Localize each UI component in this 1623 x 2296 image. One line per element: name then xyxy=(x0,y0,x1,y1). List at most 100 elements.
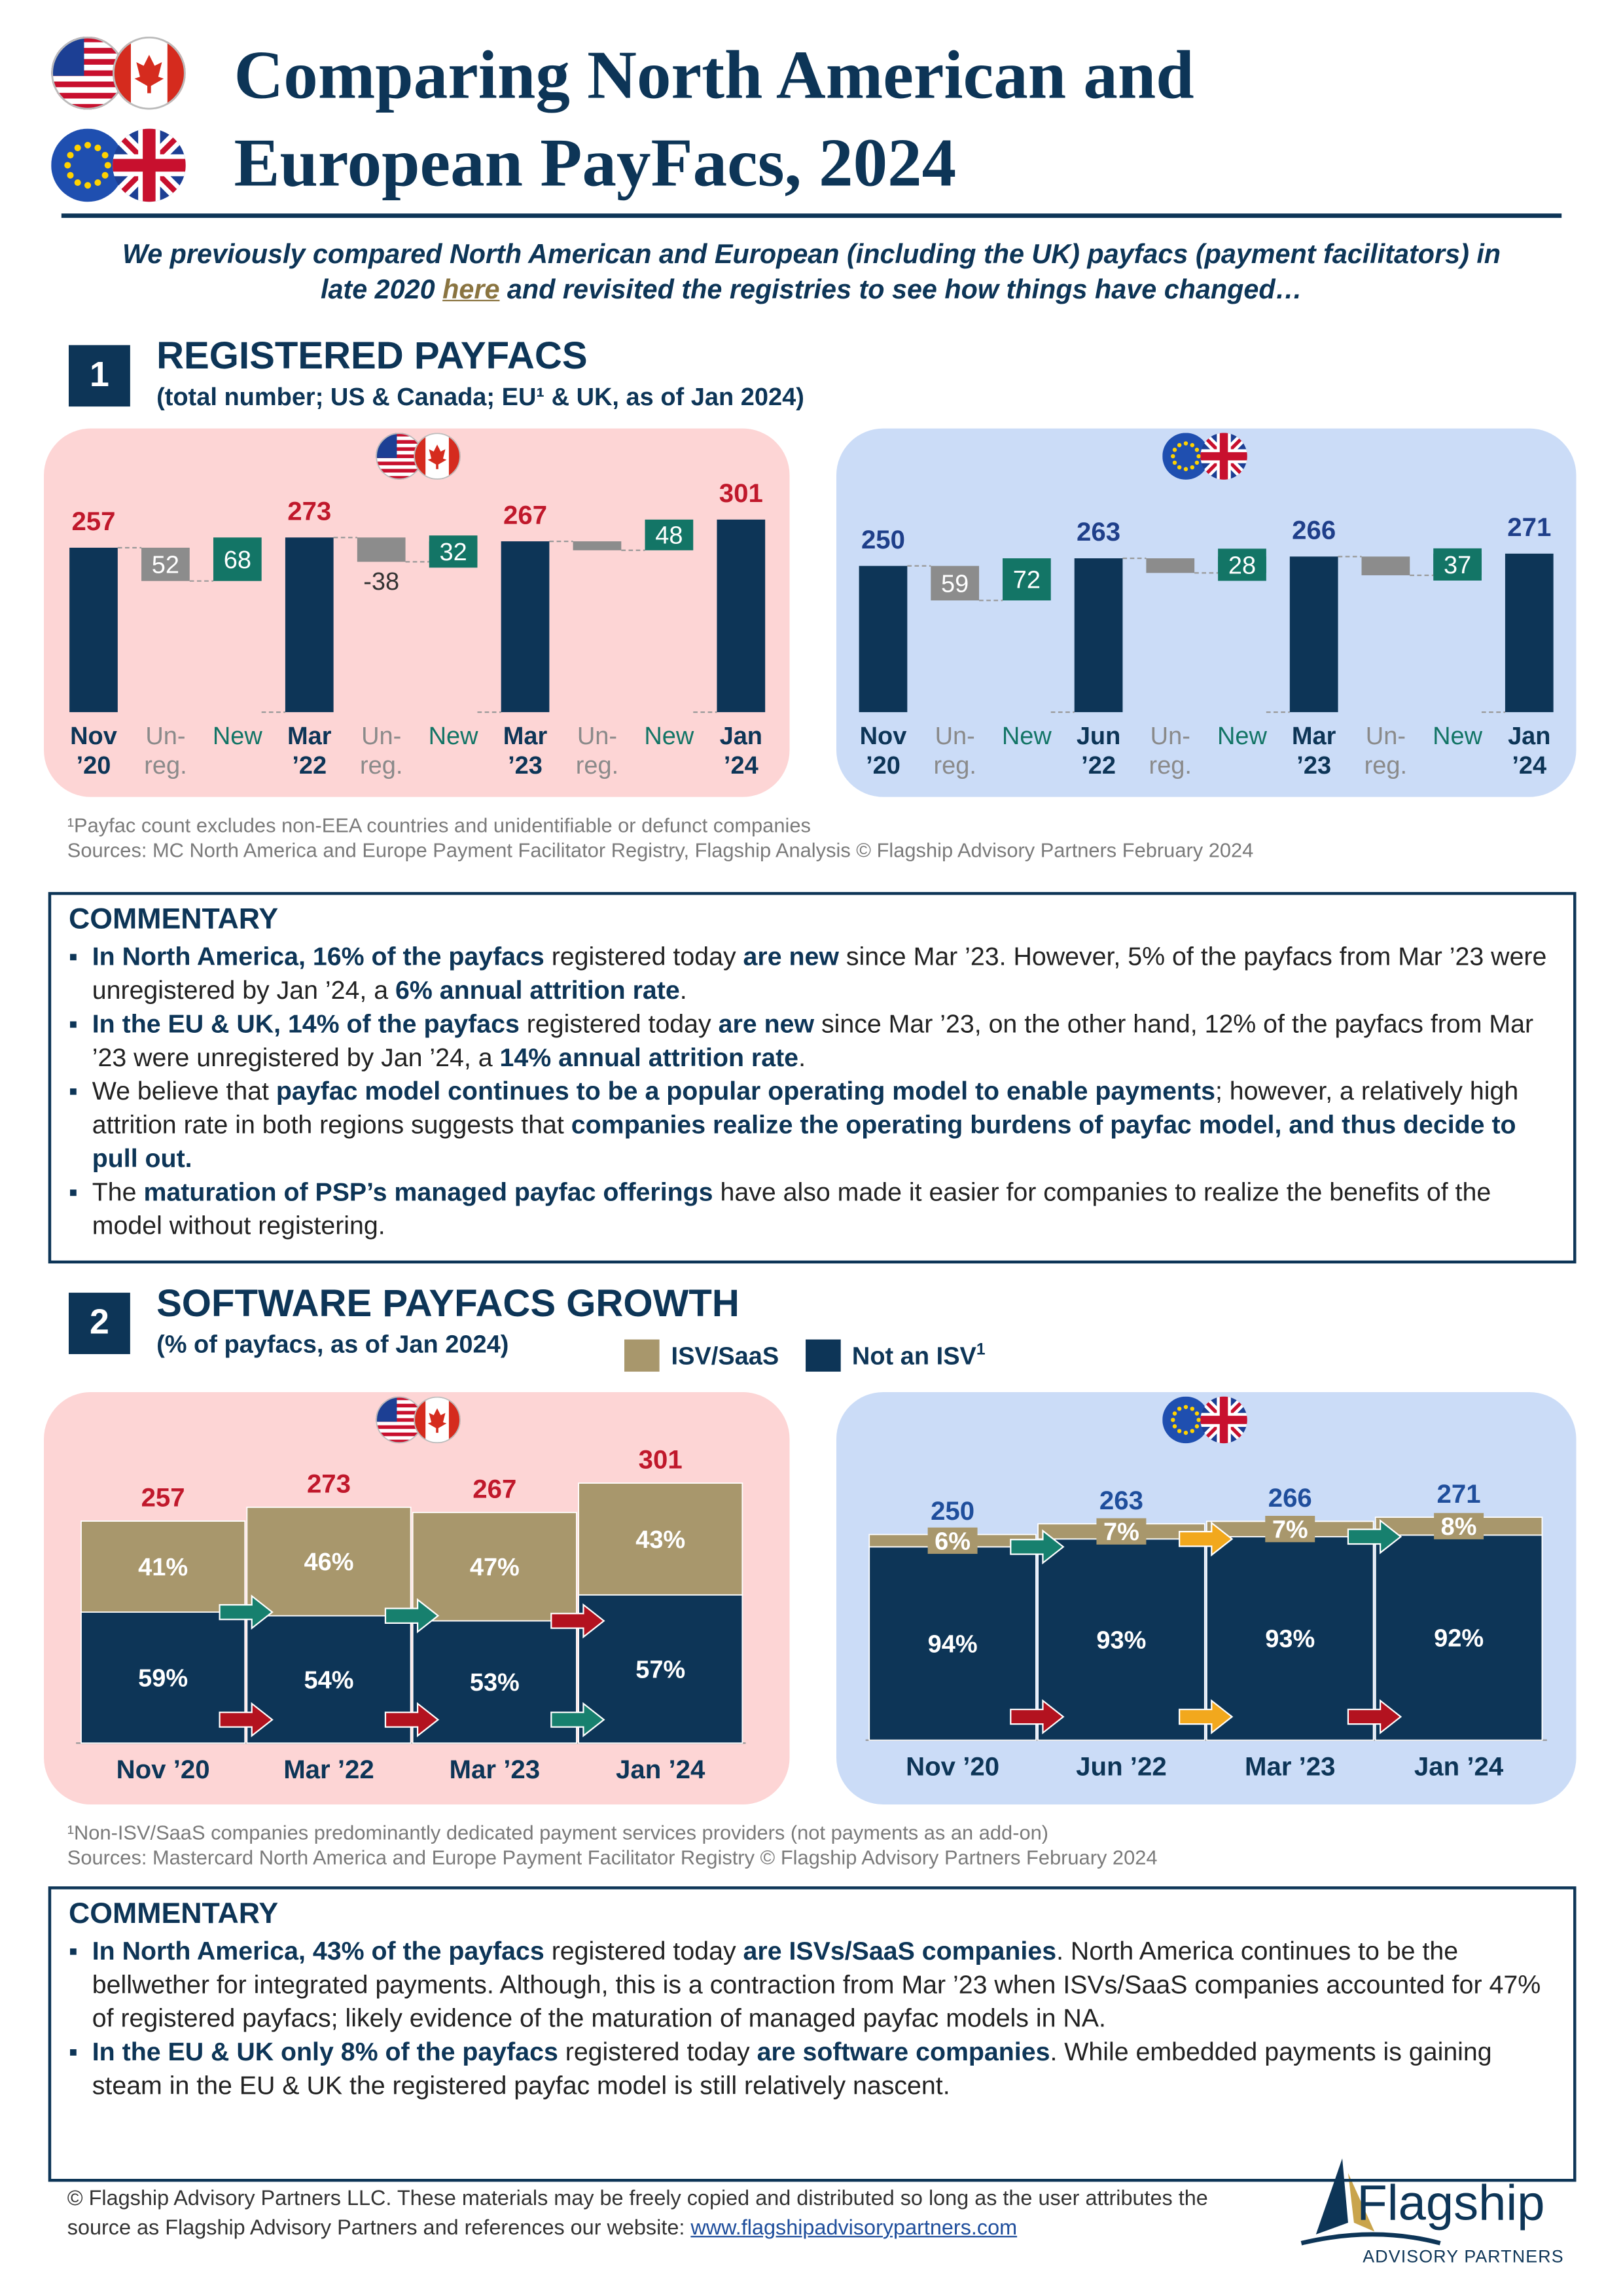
legend-item: Not an ISV1 xyxy=(805,1339,986,1372)
text-run: payfac model continues to be a popular o… xyxy=(276,1076,1215,1106)
x-tick-label: ’24 xyxy=(1512,752,1546,780)
x-tick-label: Jan xyxy=(720,723,762,750)
x-tick-label: Un- xyxy=(1366,723,1406,750)
x-tick-label: Jan ’24 xyxy=(616,1755,705,1784)
text-run: In North America, 16% of the payfacs xyxy=(92,941,544,971)
change-arrow xyxy=(1010,1699,1065,1734)
text-run: We believe that xyxy=(92,1076,276,1106)
label-box xyxy=(1265,1516,1315,1543)
flag-ca xyxy=(414,433,460,479)
panel xyxy=(44,428,790,797)
bar-segment xyxy=(1374,1534,1543,1741)
value-label: 250 xyxy=(861,525,905,554)
change-arrow xyxy=(1010,1529,1065,1565)
x-tick-label: ’23 xyxy=(1296,752,1331,780)
value-label: 59% xyxy=(138,1665,188,1693)
text-run: and revisited the registries to see how … xyxy=(499,273,1303,304)
logo-tagline: ADVISORY PARTNERS xyxy=(1363,2246,1563,2266)
value-label: 32 xyxy=(439,539,467,566)
bullet: In the EU & UK, 14% of the payfacs regis… xyxy=(69,1007,1556,1075)
text-run: In North America, 43% of the payfacs xyxy=(92,1936,544,1965)
link[interactable]: www.flagshipadvisorypartners.com xyxy=(690,2217,1018,2240)
label-box xyxy=(927,1527,978,1554)
flag-uk xyxy=(113,129,186,202)
legend-label: ISV/SaaS xyxy=(671,1342,779,1371)
text-run: are software companies xyxy=(757,2037,1050,2066)
label-box xyxy=(1434,1513,1484,1539)
x-tick-label: Mar ’23 xyxy=(450,1755,541,1784)
bullet: In North America, 43% of the payfacs reg… xyxy=(69,1935,1556,2036)
change-arrow xyxy=(219,1594,274,1630)
x-tick-label: ’23 xyxy=(508,752,543,780)
value-label: 267 xyxy=(503,500,547,529)
text-run: registered today xyxy=(519,1009,719,1039)
value-label: 72 xyxy=(1013,567,1041,594)
change-arrow xyxy=(384,1702,440,1738)
total-label: 257 xyxy=(141,1483,185,1513)
x-tick-label: New xyxy=(429,723,479,750)
bullet-list: In North America, 43% of the payfacs reg… xyxy=(69,1935,1556,2103)
section-number: 2 xyxy=(69,1293,130,1354)
text-run: registered today xyxy=(544,1936,743,1965)
total-label: 267 xyxy=(473,1475,516,1504)
x-tick-label: New xyxy=(1433,723,1483,750)
x-tick-label: Mar xyxy=(503,723,548,750)
change-arrow xyxy=(550,1702,605,1738)
value-label: 53% xyxy=(470,1669,520,1696)
value-label: 52 xyxy=(152,552,179,579)
bar-segment xyxy=(412,1511,577,1622)
change-arrow xyxy=(384,1598,440,1634)
value-label: 6% xyxy=(935,1528,971,1555)
bar xyxy=(1289,556,1338,713)
title: Comparing North American and European Pa… xyxy=(234,32,1194,207)
bar xyxy=(717,519,766,713)
change-arrow xyxy=(1347,1518,1402,1554)
text-run: . xyxy=(798,1043,806,1072)
panel xyxy=(836,428,1577,797)
x-tick-label: reg. xyxy=(144,752,187,780)
change-arrow xyxy=(219,1702,274,1738)
bar xyxy=(141,547,190,581)
value-label: 271 xyxy=(1507,512,1551,542)
change-arrow xyxy=(1179,1521,1234,1557)
x-tick-label: ’20 xyxy=(866,752,901,780)
text-run: registered today xyxy=(558,2037,757,2066)
text-run: are new xyxy=(718,1009,815,1039)
x-tick-label: Jun ’22 xyxy=(1076,1751,1167,1781)
text-run: companies realize the operating burdens … xyxy=(92,1109,1516,1173)
notes: ¹Payfac count excludes non-EEA countries… xyxy=(67,813,1254,863)
value-label: 68 xyxy=(224,547,251,574)
note: ¹Payfac count excludes non-EEA countries… xyxy=(67,814,811,836)
text-run: since Mar ’23. However, 5% of the payfac… xyxy=(92,941,1547,1005)
x-tick-label: reg. xyxy=(1364,752,1407,780)
legend-swatch xyxy=(624,1339,660,1372)
value-label: 257 xyxy=(71,507,115,536)
value-label: 28 xyxy=(1228,552,1256,579)
x-tick-label: reg. xyxy=(576,752,618,780)
bar-segment xyxy=(80,1611,246,1744)
value-label: 57% xyxy=(635,1656,685,1683)
bullet: The maturation of PSP’s managed payfac o… xyxy=(69,1175,1556,1243)
value-label: 92% xyxy=(1434,1624,1484,1652)
commentary-title: COMMENTARY xyxy=(69,1898,279,1931)
label-box xyxy=(1096,1518,1147,1545)
value-label: 43% xyxy=(635,1526,685,1554)
legend-label: Not an ISV xyxy=(851,1342,976,1371)
text-run: ; however, a relatively high attrition r… xyxy=(92,1076,1519,1139)
link[interactable]: here xyxy=(442,273,500,304)
bullet-list: In North America, 16% of the payfacs reg… xyxy=(69,941,1556,1243)
rule xyxy=(61,213,1562,218)
x-tick-label: ’22 xyxy=(1081,752,1116,780)
value-label: 8% xyxy=(1441,1513,1477,1541)
bar-segment xyxy=(246,1507,412,1617)
label-box xyxy=(1433,548,1482,581)
text-run: . North America continues to be the bell… xyxy=(92,1936,1541,2033)
x-tick-label: Nov xyxy=(70,723,117,750)
x-tick-label: reg. xyxy=(360,752,402,780)
legend-note: 1 xyxy=(976,1341,986,1359)
bar xyxy=(213,537,262,581)
text-run: In the EU & UK only 8% of the payfacs xyxy=(92,2037,558,2066)
bar xyxy=(1505,553,1554,713)
bullet: In North America, 16% of the payfacs reg… xyxy=(69,941,1556,1008)
